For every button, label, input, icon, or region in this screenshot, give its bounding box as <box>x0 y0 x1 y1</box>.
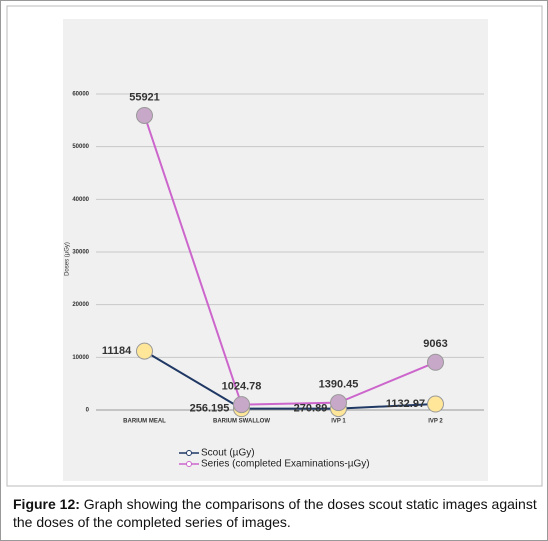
legend-marker <box>186 450 192 456</box>
data-label: 1024.78 <box>222 381 262 393</box>
marker <box>233 396 250 414</box>
y-tick-label: 30000 <box>72 250 89 256</box>
data-label: 1390.45 <box>319 379 359 391</box>
legend-marker <box>186 461 192 467</box>
x-tick-label: BARIUM MEAL <box>123 419 166 425</box>
caption-label: Figure 12: <box>13 496 80 512</box>
data-label: 256.195 <box>190 403 230 415</box>
series-line <box>143 350 436 410</box>
y-tick-label: 40000 <box>72 197 89 203</box>
caption: Figure 12: Graph showing the comparisons… <box>13 495 538 531</box>
chart-area <box>63 19 488 481</box>
x-tick-label: IVP 1 <box>331 419 346 425</box>
marker <box>330 394 347 412</box>
x-tick-label: IVP 2 <box>428 419 443 425</box>
legend-label: Series (completed Examinations-µGy) <box>201 459 370 470</box>
chart: Doses (µGy) 0 10000 20000 30000 40000 50000 60… <box>6 5 543 487</box>
y-tick-label: 50000 <box>72 144 89 150</box>
data-label: 1132.97 <box>386 398 425 410</box>
marker <box>427 395 444 413</box>
y-tick-label: 20000 <box>72 302 89 308</box>
y-axis-label: Doses (µGy) <box>65 242 71 276</box>
y-tick-label: 10000 <box>72 355 89 361</box>
legend-label: Scout (µGy) <box>201 448 255 459</box>
marker <box>136 106 153 124</box>
caption-text: Graph showing the comparisons of the dos… <box>13 496 537 530</box>
marker <box>427 353 444 371</box>
data-label: 55921 <box>129 91 160 103</box>
y-tick-label: 60000 <box>72 92 89 98</box>
series-line <box>143 115 436 406</box>
marker <box>136 342 153 360</box>
data-label: 9063 <box>423 338 447 350</box>
y-tick-label: 0 <box>86 408 90 414</box>
x-tick-label: BARIUM SWALLOW <box>213 419 270 425</box>
data-label: 270.89 <box>294 402 328 414</box>
data-label: 11184 <box>102 345 132 357</box>
